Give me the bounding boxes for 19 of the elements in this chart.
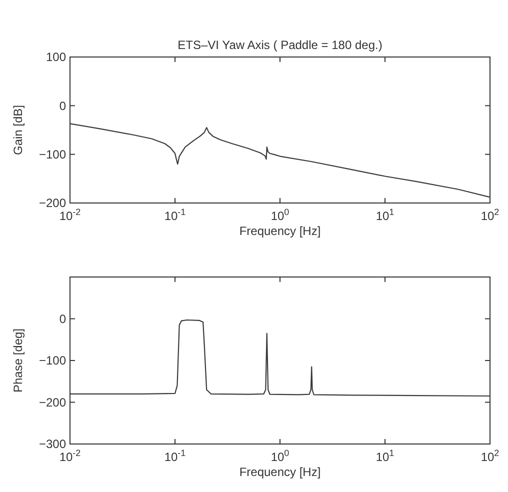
x-axis-title: Frequency [Hz] — [239, 465, 321, 479]
y-tick-label: −100 — [38, 354, 66, 368]
x-tick-label: 10$^{2}$ — [480, 448, 500, 464]
x-tick-label: 10$^{-1}$ — [164, 448, 186, 464]
y-tick-label: −200 — [38, 395, 66, 410]
x-tick-label: 10$^{-1}$ — [164, 207, 186, 223]
y-tick-label: −100 — [38, 148, 66, 162]
y-axis-title: Gain [dB] — [11, 104, 25, 156]
y-axis-title: Phase [deg] — [11, 328, 25, 393]
x-tick-label: 10$^{0}$ — [270, 207, 290, 223]
x-tick-label: 10$^{2}$ — [480, 207, 500, 223]
chart-title: ETS–VI Yaw Axis ( Paddle = 180 deg.) — [178, 38, 382, 52]
x-tick-label: 10$^{1}$ — [376, 207, 394, 223]
y-tick-label: 0 — [59, 98, 66, 113]
x-axis-title: Frequency [Hz] — [239, 224, 321, 238]
x-tick-label: 10$^{0}$ — [270, 448, 290, 464]
y-tick-label: 100 — [46, 50, 66, 64]
x-tick-label: 10$^{1}$ — [376, 448, 394, 464]
y-tick-label: 0 — [59, 312, 66, 326]
